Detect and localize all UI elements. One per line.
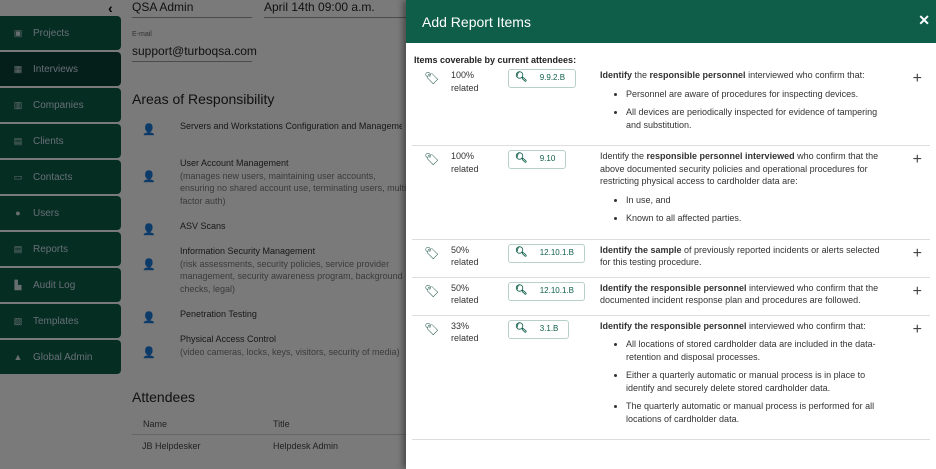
related-percent: 100% related bbox=[451, 150, 491, 175]
modal-backdrop[interactable] bbox=[0, 0, 406, 469]
requirement-bullet: In use, and bbox=[626, 194, 880, 207]
add-item-button[interactable]: + bbox=[912, 70, 922, 87]
search-icon: 🔍︎ bbox=[515, 284, 528, 296]
requirement-description: Identify the responsible personnel inter… bbox=[600, 150, 880, 225]
percent-value: 50% bbox=[451, 282, 470, 293]
add-item-button[interactable]: + bbox=[912, 151, 922, 168]
requirement-bullet: Personnel are aware of procedures for in… bbox=[626, 88, 880, 101]
related-percent: 33% related bbox=[451, 320, 491, 345]
related-label: related bbox=[451, 163, 479, 174]
requirement-ref-button[interactable]: 🔍︎ 12.10.1.B bbox=[508, 243, 585, 263]
tags-icon: 🏷 bbox=[424, 321, 440, 336]
requirement-bullet: The quarterly automatic or manual proces… bbox=[626, 400, 880, 425]
percent-value: 50% bbox=[451, 244, 470, 255]
requirement-text: Identify the sample of previously report… bbox=[600, 244, 880, 268]
panel-subtitle: Items coverable by current attendees: bbox=[414, 55, 577, 65]
report-item-row: 🏷 33% related 🔍︎ 3.1.B Identify the respon… bbox=[412, 316, 930, 440]
ref-label: 9.10 bbox=[539, 154, 556, 164]
add-item-button[interactable]: + bbox=[912, 244, 922, 262]
requirement-text: Identify the responsible personnel inter… bbox=[600, 320, 866, 331]
percent-value: 33% bbox=[451, 320, 470, 331]
search-icon: 🔍︎ bbox=[515, 72, 528, 84]
report-item-row: 🏷 100% related 🔍︎ 9.9.2.B Identify the res… bbox=[412, 65, 930, 146]
requirement-ref-button[interactable]: 🔍︎ 12.10.1.B bbox=[508, 281, 585, 301]
search-icon: 🔍︎ bbox=[515, 322, 528, 334]
requirement-bullet: Either a quarterly automatic or manual p… bbox=[626, 369, 880, 394]
requirement-description: Identify the responsible personnel inter… bbox=[600, 282, 880, 307]
ref-label: 9.9.2.B bbox=[539, 73, 566, 83]
related-label: related bbox=[451, 333, 479, 343]
requirement-ref-button[interactable]: 🔍︎ 9.9.2.B bbox=[508, 69, 577, 88]
add-item-button[interactable]: + bbox=[912, 320, 922, 338]
percent-value: 100% bbox=[451, 70, 475, 80]
close-icon[interactable]: ✕ bbox=[918, 12, 930, 28]
ref-label: 3.1.B bbox=[539, 323, 559, 333]
tags-icon: 🏷 bbox=[424, 245, 440, 260]
add-report-items-panel: Add Report Items ✕ Items coverable by cu… bbox=[406, 0, 936, 469]
requirement-bullet: Known to all affected parties. bbox=[626, 212, 880, 225]
related-percent: 100% related bbox=[451, 69, 491, 94]
requirement-description: Identify the sample of previously report… bbox=[600, 244, 880, 269]
tags-icon: 🏷 bbox=[424, 283, 440, 298]
percent-value: 100% bbox=[451, 151, 475, 161]
related-label: related bbox=[451, 82, 479, 93]
requirement-text: Identify the responsible personnel inter… bbox=[600, 151, 879, 186]
requirement-ref-button[interactable]: 🔍︎ 9.10 bbox=[508, 150, 567, 169]
tags-icon: 🏷 bbox=[424, 152, 440, 166]
ref-label: 12.10.1.B bbox=[539, 285, 574, 295]
tags-icon: 🏷 bbox=[424, 71, 440, 85]
report-item-row: 🏷 100% related 🔍︎ 9.10 Identify the respon… bbox=[412, 146, 930, 240]
panel-header: Add Report Items ✕ bbox=[406, 0, 936, 43]
search-icon: 🔍︎ bbox=[515, 246, 528, 258]
related-percent: 50% related bbox=[451, 282, 491, 307]
related-label: related bbox=[451, 257, 479, 267]
related-label: related bbox=[451, 295, 479, 305]
requirement-ref-button[interactable]: 🔍︎ 3.1.B bbox=[508, 319, 570, 339]
requirement-text: Identify the responsible personnel inter… bbox=[600, 70, 865, 80]
report-item-row: 🏷 50% related 🔍︎ 12.10.1.B Identify the sa… bbox=[412, 240, 930, 278]
related-percent: 50% related bbox=[451, 244, 491, 269]
panel-title: Add Report Items bbox=[422, 13, 531, 30]
report-item-row: 🏷 50% related 🔍︎ 12.10.1.B Identify the re… bbox=[412, 278, 930, 316]
requirement-bullet: All devices are periodically inspected f… bbox=[626, 106, 880, 131]
add-item-button[interactable]: + bbox=[912, 282, 922, 300]
requirement-bullet: All locations of stored cardholder data … bbox=[626, 338, 880, 363]
requirement-description: Identify the responsible personnel inter… bbox=[600, 320, 880, 426]
search-icon: 🔍︎ bbox=[515, 153, 528, 165]
requirement-text: Identify the responsible personnel inter… bbox=[600, 282, 879, 306]
requirement-description: Identify the responsible personnel inter… bbox=[600, 69, 880, 131]
ref-label: 12.10.1.B bbox=[539, 247, 574, 257]
